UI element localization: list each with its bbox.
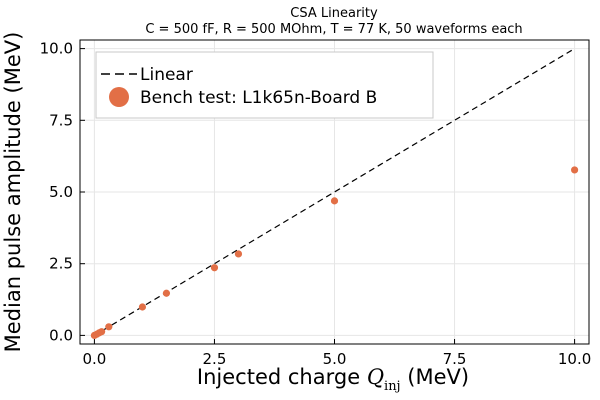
linear-reference-line (94, 48, 575, 336)
x-tick-label: 0.0 (82, 350, 106, 368)
y-tick-label: 7.5 (49, 111, 73, 129)
chart-title: CSA Linearity (290, 6, 378, 21)
legend: Linear Bench test: L1k65n-Board B (95, 51, 434, 119)
bench-test-point (105, 323, 113, 331)
legend-bench-test-swatch (109, 87, 129, 107)
legend-box (95, 51, 434, 119)
x-axis-label: Injected charge Qinj (MeV) (197, 365, 469, 394)
legend-bench-test-label: Bench test: L1k65n-Board B (140, 88, 377, 108)
series-layer (90, 48, 579, 339)
bench-test-point (210, 264, 219, 272)
x-tick-label: 2.5 (203, 350, 227, 368)
bench-test-point (330, 197, 339, 205)
x-tick-label: 7.5 (443, 350, 467, 368)
chart-subtitle: C = 500 fF, R = 500 MOhm, T = 77 K, 50 w… (145, 22, 522, 37)
y-tick-label: 0.0 (49, 326, 73, 344)
y-axis-label: Median pulse amplitude (MeV) (1, 32, 25, 353)
x-axis-label-subscript: inj (384, 379, 401, 394)
x-tick-label: 10.0 (558, 350, 591, 368)
x-axis-label-suffix: (MeV) (401, 365, 469, 389)
legend-linear-label: Linear (140, 65, 193, 85)
bench-test-point (162, 289, 171, 297)
bench-test-point (570, 166, 579, 174)
x-axis-label-symbol: Q (367, 365, 384, 389)
bench-test-point (138, 303, 147, 311)
bench-test-point (98, 328, 106, 336)
y-tick-label: 10.0 (40, 40, 73, 58)
y-tick-label: 5.0 (49, 183, 73, 201)
axis-ticks: 0.0 2.5 5.0 7.5 10.0 0.0 2.5 5.0 7.5 10.0 (40, 40, 592, 368)
x-axis-label-prefix: Injected charge (197, 365, 367, 389)
x-tick-label: 5.0 (323, 350, 347, 368)
bench-test-point (234, 250, 243, 258)
y-tick-label: 2.5 (49, 255, 73, 273)
